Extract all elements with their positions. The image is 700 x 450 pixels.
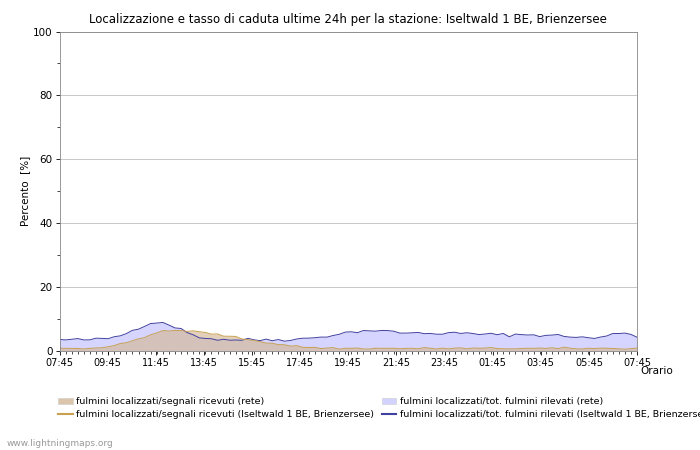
Title: Localizzazione e tasso di caduta ultime 24h per la stazione: Iseltwald 1 BE, Bri: Localizzazione e tasso di caduta ultime … bbox=[90, 13, 607, 26]
Text: www.lightningmaps.org: www.lightningmaps.org bbox=[7, 439, 113, 448]
Text: Orario: Orario bbox=[640, 366, 673, 376]
Legend: fulmini localizzati/segnali ricevuti (rete), fulmini localizzati/segnali ricevut: fulmini localizzati/segnali ricevuti (re… bbox=[58, 397, 700, 419]
Y-axis label: Percento  [%]: Percento [%] bbox=[20, 156, 30, 226]
